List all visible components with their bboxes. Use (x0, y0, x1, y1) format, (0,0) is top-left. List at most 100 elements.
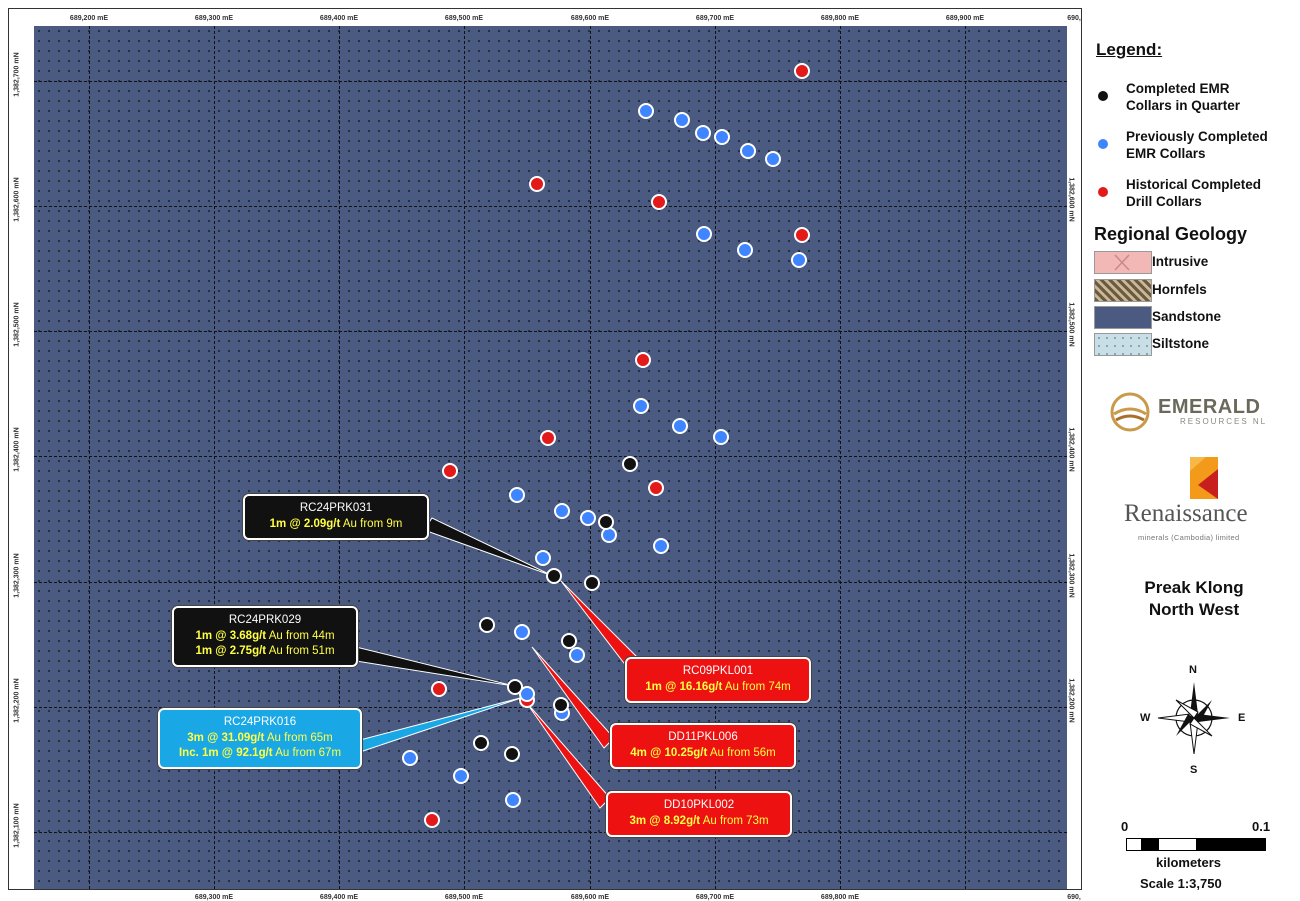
previous-emr-collar[interactable] (519, 686, 535, 702)
previous-emr-collar[interactable] (696, 226, 712, 242)
renaissance-emblem-icon (1190, 457, 1218, 499)
callout-rc09pkl001[interactable]: RC09PKL001 1m @ 16.16g/t Au from 74m (625, 657, 811, 703)
y-coord-label: 1,382,500 mN (13, 302, 21, 347)
legend-title: Legend: (1096, 40, 1163, 59)
grid-line (464, 26, 465, 889)
scale-start-label: 0 (1121, 819, 1129, 834)
previous-emr-collar[interactable] (765, 151, 781, 167)
scale-ratio: Scale 1:3,750 (1140, 876, 1222, 891)
previous-emr-collar[interactable] (509, 487, 525, 503)
x-coord-label: 689,500 mE (444, 15, 484, 22)
previous-emr-collar[interactable] (674, 112, 690, 128)
grid-line (339, 26, 340, 889)
previous-emr-collar[interactable] (638, 103, 654, 119)
previous-emr-collar[interactable] (791, 252, 807, 268)
completed-emr-collar[interactable] (561, 633, 577, 649)
blue-dot-icon (1098, 139, 1108, 149)
completed-emr-collar[interactable] (553, 697, 569, 713)
x-coord-label: 689,900 mE (945, 15, 985, 22)
historical-collar[interactable] (635, 352, 651, 368)
north-arrow-icon (1157, 682, 1230, 755)
callout-hole-id: RC24PRK031 (299, 502, 373, 514)
historical-collar[interactable] (529, 176, 545, 192)
x-coord-label: 690, (1067, 894, 1081, 901)
previous-emr-collar[interactable] (554, 503, 570, 519)
callout-hole-id: RC24PRK029 (228, 614, 302, 626)
previous-emr-collar[interactable] (672, 418, 688, 434)
completed-emr-collar[interactable] (479, 617, 495, 633)
historical-collar[interactable] (651, 194, 667, 210)
black-dot-icon (1098, 91, 1108, 101)
callout-grade: 1m @ 2.09g/t Au from 9m (269, 518, 403, 530)
project-name: Preak Klong North West (1144, 578, 1244, 619)
callout-grade: 1m @ 2.75g/t Au from 51m (195, 645, 335, 657)
grid-line (34, 456, 1067, 457)
y-coord-label: 1,382,500 mN (1067, 302, 1075, 347)
x-coord-label: 689,400 mE (319, 15, 359, 22)
callout-grade: 3m @ 31.09g/t Au from 65m (187, 732, 333, 744)
previous-emr-collar[interactable] (453, 768, 469, 784)
callout-grade: Inc. 1m @ 92.1g/t Au from 67m (178, 747, 342, 759)
siltstone-swatch-icon (1094, 333, 1152, 356)
historical-collar[interactable] (794, 63, 810, 79)
previous-emr-collar[interactable] (713, 429, 729, 445)
completed-emr-collar[interactable] (598, 514, 614, 530)
y-coord-label: 1,382,600 mN (13, 177, 21, 222)
callout-rc24prk016[interactable]: RC24PRK016 3m @ 31.09g/t Au from 65m Inc… (158, 708, 362, 769)
previous-emr-collar[interactable] (514, 624, 530, 640)
emerald-logo-sub: RESOURCES NL (1180, 417, 1268, 426)
previous-emr-collar[interactable] (402, 750, 418, 766)
renaissance-logo-sub: minerals (Cambodia) limited (1138, 533, 1240, 542)
y-coord-label: 1,382,300 mN (1067, 553, 1075, 598)
callout-grade: 4m @ 10.25g/t Au from 56m (630, 747, 776, 759)
callout-hole-id: RC24PRK016 (223, 716, 297, 728)
completed-emr-collar[interactable] (584, 575, 600, 591)
y-coord-label: 1,382,700 mN (13, 52, 21, 97)
historical-collar[interactable] (431, 681, 447, 697)
grid-line (34, 832, 1067, 833)
callout-dd10pkl002[interactable]: DD10PKL002 3m @ 8.92g/t Au from 73m (606, 791, 792, 837)
callout-rc24prk029[interactable]: RC24PRK029 1m @ 3.68g/t Au from 44m 1m @… (172, 606, 358, 667)
callout-grade: 1m @ 3.68g/t Au from 44m (195, 630, 335, 642)
previous-emr-collar[interactable] (535, 550, 551, 566)
x-coord-label: 689,300 mE (194, 15, 234, 22)
previous-emr-collar[interactable] (505, 792, 521, 808)
historical-collar[interactable] (540, 430, 556, 446)
compass-east: E (1238, 712, 1246, 724)
x-coord-label: 689,600 mE (570, 894, 610, 901)
legend-label: Previously Completed EMR Collars (1126, 129, 1268, 161)
previous-emr-collar[interactable] (580, 510, 596, 526)
geology-title: Regional Geology (1094, 224, 1248, 244)
historical-collar[interactable] (648, 480, 664, 496)
geology-label: Hornfels (1152, 282, 1207, 297)
historical-collar[interactable] (442, 463, 458, 479)
completed-emr-collar[interactable] (546, 568, 562, 584)
geology-label: Siltstone (1152, 336, 1210, 351)
completed-emr-collar[interactable] (507, 679, 523, 695)
completed-emr-collar[interactable] (504, 746, 520, 762)
y-coord-label: 1,382,600 mN (1067, 177, 1075, 222)
previous-emr-collar[interactable] (737, 242, 753, 258)
previous-emr-collar[interactable] (633, 398, 649, 414)
x-coord-label: 689,800 mE (820, 894, 860, 901)
historical-collar[interactable] (424, 812, 440, 828)
x-coord-label: 689,600 mE (570, 15, 610, 22)
historical-collar[interactable] (794, 227, 810, 243)
scale-bar (1126, 838, 1266, 851)
previous-emr-collar[interactable] (653, 538, 669, 554)
y-coord-label: 1,382,400 mN (13, 427, 21, 472)
previous-emr-collar[interactable] (695, 125, 711, 141)
callout-dd11pkl006[interactable]: DD11PKL006 4m @ 10.25g/t Au from 56m (610, 723, 796, 769)
callout-rc24prk031[interactable]: RC24PRK031 1m @ 2.09g/t Au from 9m (243, 494, 429, 540)
emerald-logo: EMERALD RESOURCES NL (1108, 390, 1284, 436)
previous-emr-collar[interactable] (569, 647, 585, 663)
red-dot-icon (1098, 187, 1108, 197)
completed-emr-collar[interactable] (622, 456, 638, 472)
previous-emr-collar[interactable] (740, 143, 756, 159)
previous-emr-collar[interactable] (714, 129, 730, 145)
compass-north: N (1189, 664, 1197, 676)
completed-emr-collar[interactable] (473, 735, 489, 751)
emerald-logo-text: EMERALD (1158, 396, 1261, 418)
callout-hole-id: RC09PKL001 (682, 665, 754, 677)
x-coord-label: 689,200 mE (69, 15, 109, 22)
